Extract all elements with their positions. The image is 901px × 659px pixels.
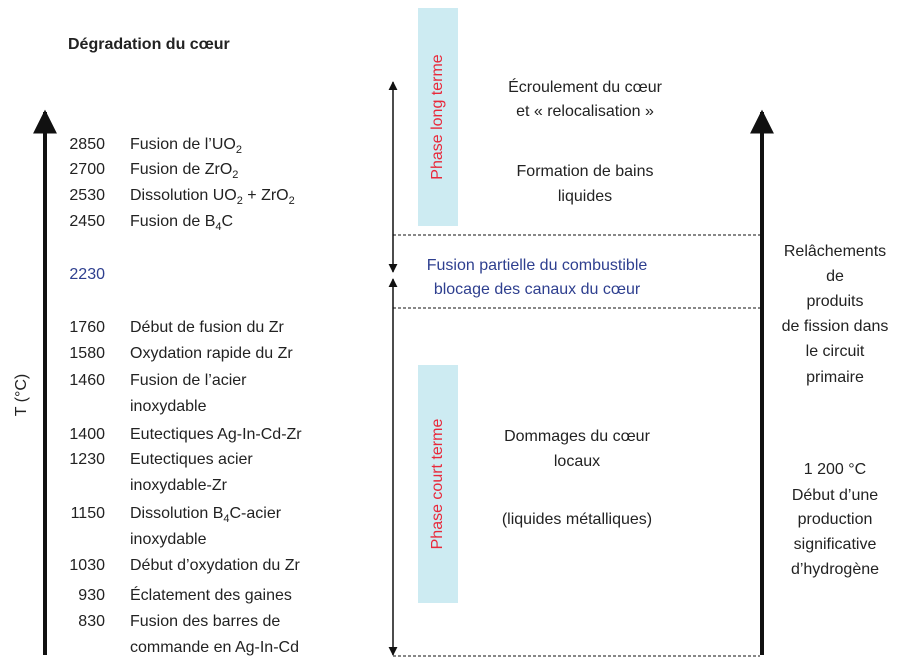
label: Début d’oxydation du Zr	[130, 557, 301, 574]
temperature: 1030	[69, 557, 105, 574]
phase-label: Phase long terme	[429, 54, 446, 180]
label-part: commande en Ag-In-Cd	[130, 639, 299, 656]
label: inoxydable	[130, 398, 207, 415]
label-part: Début d’oxydation du Zr	[130, 557, 301, 574]
label: Fusion de l’acier	[130, 372, 247, 389]
note: production	[798, 511, 873, 528]
label: inoxydable	[130, 531, 207, 548]
phase-box	[418, 365, 458, 603]
temperature: 2530	[69, 187, 105, 204]
temperature: 1460	[69, 372, 105, 389]
subscript: 2	[236, 144, 242, 156]
label: Oxydation rapide du Zr	[130, 345, 293, 362]
label: commande en Ag-In-Cd	[130, 639, 299, 656]
label-part: Début de fusion du Zr	[130, 319, 285, 336]
label: Éclatement des gaines	[130, 585, 292, 604]
label-part: C-acier	[230, 505, 282, 522]
label-part: Fusion des barres de	[130, 613, 280, 630]
label-part: C	[222, 213, 234, 230]
label-part: Eutectiques acier	[130, 451, 253, 468]
zone-text: blocage des canaux du cœur	[434, 281, 641, 298]
subscript: 2	[289, 195, 295, 207]
zone-text: Formation de bains	[517, 163, 654, 180]
note: Relâchements	[784, 243, 886, 260]
label: Fusion de B4C	[130, 213, 233, 233]
label-part: Fusion de l’acier	[130, 372, 247, 389]
note: de fission dans	[782, 318, 889, 335]
label: Fusion de l’UO2	[130, 136, 242, 156]
label-part: Fusion de B	[130, 213, 215, 230]
note: le circuit	[806, 343, 865, 360]
zone-text: Dommages du cœur	[504, 428, 650, 445]
temperature: 1230	[69, 451, 105, 468]
temperature: 930	[78, 587, 105, 604]
note: 1 200 °C	[804, 461, 866, 478]
zone-text: (liquides métalliques)	[502, 511, 652, 528]
temperature: 1150	[71, 505, 106, 522]
temperature: 1760	[69, 319, 105, 336]
subscript: 2	[237, 195, 243, 207]
label-part: + ZrO	[243, 187, 289, 204]
phase-box	[418, 8, 458, 226]
zone-text: et « relocalisation »	[516, 103, 654, 120]
note: Début d’une	[792, 487, 878, 504]
temperature: 830	[78, 613, 105, 630]
zone-text: locaux	[554, 453, 600, 470]
zone-text: Écroulement du cœur	[508, 77, 663, 96]
label-part: Dissolution UO	[130, 187, 237, 204]
label-part: Eutectiques Ag-In-Cd-Zr	[130, 426, 302, 443]
label-part: inoxydable	[130, 531, 207, 548]
label-part: Oxydation rapide du Zr	[130, 345, 293, 362]
label-part: Dissolution B	[130, 505, 223, 522]
title: Dégradation du cœur	[68, 36, 230, 53]
label: Dissolution B4C-acier	[130, 505, 282, 525]
temperature: 2700	[69, 161, 105, 178]
axis-label: T (°C)	[13, 374, 30, 417]
note: significative	[794, 536, 877, 553]
note: de	[826, 268, 844, 285]
label: Fusion de ZrO2	[130, 161, 238, 181]
label: Fusion des barres de	[130, 613, 280, 630]
label-part: inoxydable-Zr	[130, 477, 228, 494]
subscript: 2	[232, 169, 238, 181]
subscript: 4	[223, 513, 229, 525]
temperature: 2850	[69, 136, 105, 153]
note: primaire	[806, 369, 864, 386]
label: Eutectiques Ag-In-Cd-Zr	[130, 426, 302, 443]
zone-text: Fusion partielle du combustible	[427, 257, 648, 274]
temperature: 1400	[69, 426, 105, 443]
label-part: Fusion de l’UO	[130, 136, 236, 153]
subscript: 4	[215, 221, 221, 233]
label-part: Éclatement des gaines	[130, 585, 292, 604]
label: Début de fusion du Zr	[130, 319, 285, 336]
label-part: inoxydable	[130, 398, 207, 415]
label: Eutectiques acier	[130, 451, 253, 468]
label: inoxydable-Zr	[130, 477, 228, 494]
zone-text: liquides	[558, 188, 612, 205]
note: produits	[807, 293, 864, 310]
temperature: 2230	[69, 266, 105, 283]
label: Dissolution UO2 + ZrO2	[130, 187, 295, 207]
temperature: 1580	[69, 345, 105, 362]
label-part: Fusion de ZrO	[130, 161, 232, 178]
temperature: 2450	[69, 213, 105, 230]
note: d’hydrogène	[791, 561, 879, 578]
phase-label: Phase court terme	[429, 419, 446, 550]
